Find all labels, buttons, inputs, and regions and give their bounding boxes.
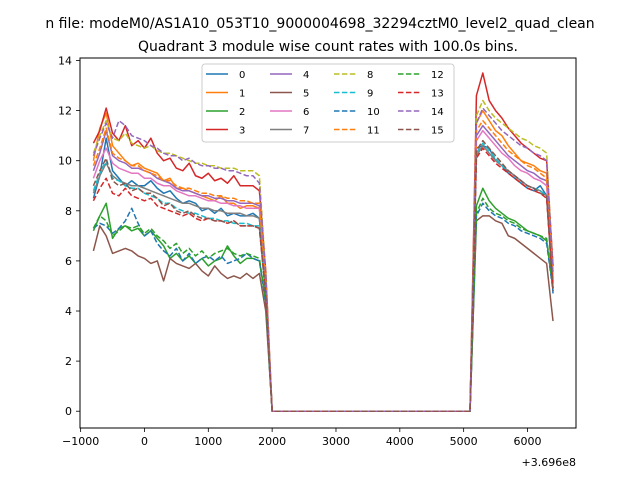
- axes-frame: [79, 57, 577, 429]
- series-line-1: [92, 109, 554, 412]
- series-line-12: [92, 197, 554, 412]
- y-tick-label: 4: [65, 305, 72, 318]
- legend-label-7: 7: [303, 126, 309, 137]
- legend-label-8: 8: [367, 70, 373, 81]
- legend-label-9: 9: [367, 89, 373, 100]
- series-line-6: [92, 129, 554, 412]
- y-tick-label: 2: [65, 355, 72, 368]
- chart-title: Quadrant 3 module wise count rates with …: [138, 39, 518, 55]
- legend-label-0: 0: [239, 70, 245, 81]
- series-line-14: [92, 107, 554, 412]
- series-line-15: [92, 139, 554, 412]
- series-line-4: [92, 124, 554, 412]
- legend-label-15: 15: [431, 126, 444, 137]
- legend-label-5: 5: [303, 89, 309, 100]
- legend-label-6: 6: [303, 107, 309, 118]
- figure-suptitle: n file: modeM0/AS1A10_053T10_9000004698_…: [45, 16, 594, 32]
- x-tick-label: 1000: [194, 435, 222, 448]
- series-line-2: [92, 187, 554, 412]
- series-line-11: [92, 119, 554, 412]
- x-tick-label: 4000: [386, 435, 414, 448]
- y-tick-label: 8: [65, 205, 72, 218]
- legend-frame: [201, 63, 455, 143]
- legend-label-1: 1: [239, 89, 245, 100]
- legend-label-14: 14: [431, 107, 444, 118]
- x-axis-offset-label: +3.696e8: [522, 456, 576, 469]
- legend-label-4: 4: [303, 70, 309, 81]
- x-tick-label: 3000: [322, 435, 350, 448]
- series-lines: [92, 72, 554, 412]
- legend-label-13: 13: [431, 89, 444, 100]
- legend-label-3: 3: [239, 126, 245, 137]
- x-tick-label: 2000: [258, 435, 286, 448]
- y-tick-label: 14: [58, 55, 72, 68]
- y-tick-label: 0: [65, 405, 72, 418]
- x-tick-label: 0: [141, 435, 148, 448]
- series-line-13: [92, 147, 554, 412]
- x-tick-label: 6000: [513, 435, 541, 448]
- legend-label-12: 12: [431, 70, 444, 81]
- y-tick-label: 10: [58, 155, 72, 168]
- legend-label-10: 10: [367, 107, 380, 118]
- y-tick-label: 12: [58, 105, 72, 118]
- legend-label-2: 2: [239, 107, 245, 118]
- x-tick-label: 5000: [450, 435, 478, 448]
- x-tick-label: −1000: [62, 435, 99, 448]
- y-tick-label: 6: [65, 255, 72, 268]
- legend-label-11: 11: [367, 126, 380, 137]
- series-line-10: [92, 202, 554, 412]
- axis-ticks: −1000 0 1000 2000 3000 4000 5000 60000246810121…: [58, 55, 541, 448]
